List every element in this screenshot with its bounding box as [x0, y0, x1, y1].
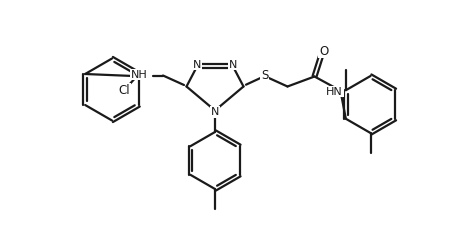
Text: HN: HN: [325, 86, 342, 97]
Text: N: N: [228, 60, 237, 70]
Text: N: N: [193, 60, 201, 70]
Text: N: N: [210, 107, 219, 117]
Text: Cl: Cl: [118, 83, 130, 97]
Text: NH: NH: [131, 70, 148, 79]
Text: O: O: [318, 45, 327, 58]
Text: S: S: [260, 69, 268, 82]
